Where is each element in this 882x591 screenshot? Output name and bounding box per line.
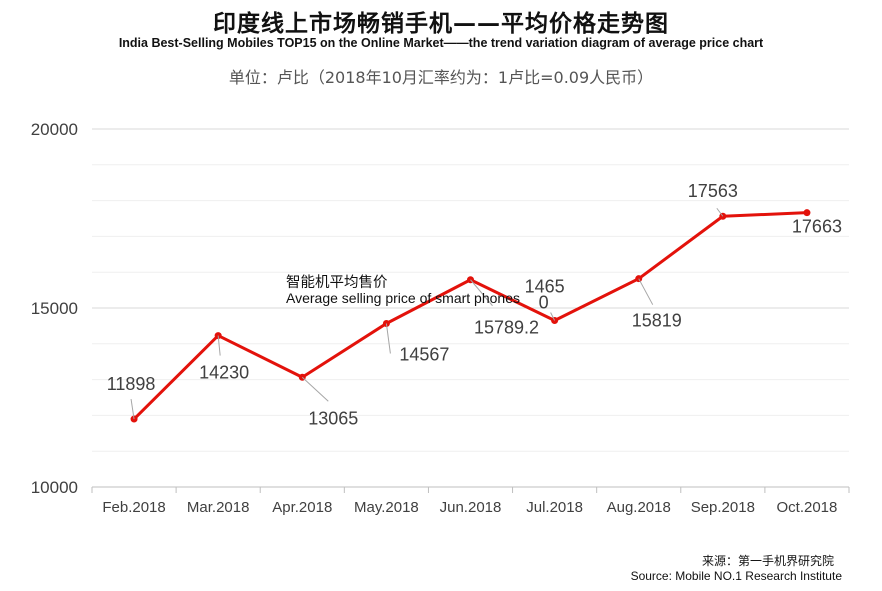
y-tick-label: 10000: [31, 478, 78, 497]
x-tick-label: May.2018: [354, 499, 419, 516]
data-label: 1465: [525, 277, 565, 297]
x-tick-label: Sep.2018: [691, 499, 755, 516]
data-label: 15819: [632, 311, 682, 331]
data-point: [803, 209, 811, 217]
y-tick-label: 15000: [31, 299, 78, 318]
y-tick-label: 20000: [31, 120, 78, 139]
chart-title: 印度线上市场畅销手机——平均价格走势图: [213, 11, 669, 37]
source-cn: 来源：第一手机界研究院: [701, 554, 834, 568]
series-label-cn: 智能机平均售价: [286, 274, 388, 291]
data-label: 0: [539, 293, 549, 313]
x-tick-label: Mar.2018: [187, 499, 250, 516]
data-label: 11898: [107, 374, 156, 394]
label-leader-line: [217, 335, 221, 356]
label-leader-line: [470, 279, 493, 307]
x-tick-label: Jun.2018: [440, 499, 502, 516]
x-tick-label: Feb.2018: [102, 499, 165, 516]
label-leader-line: [550, 312, 556, 321]
data-label: 13065: [308, 408, 358, 428]
label-leader-line: [385, 323, 391, 354]
source-en: Source: Mobile NO.1 Research Institute: [630, 569, 842, 583]
series-line: [132, 211, 808, 421]
x-tick-label: Jul.2018: [526, 499, 583, 516]
series-label-en: Average selling price of smart phones: [286, 290, 520, 306]
data-label: 14230: [199, 363, 249, 383]
x-tick-label: Apr.2018: [272, 499, 332, 516]
data-label: 15789.2: [474, 318, 539, 338]
label-leader-line: [716, 207, 724, 217]
label-leader-line: [301, 376, 329, 402]
x-tick-label: Oct.2018: [777, 499, 838, 516]
x-tick-label: Aug.2018: [607, 499, 671, 516]
data-label: 14567: [399, 345, 449, 365]
label-leader-line: [130, 398, 135, 420]
data-label: 17663: [792, 217, 842, 237]
label-leader-line: [638, 278, 654, 305]
unit-note: 单位：卢比（2018年10月汇率约为：1卢比=0.09人民币）: [228, 68, 654, 87]
chart-subtitle: India Best-Selling Mobiles TOP15 on the …: [118, 36, 764, 50]
data-label: 17563: [688, 181, 738, 201]
